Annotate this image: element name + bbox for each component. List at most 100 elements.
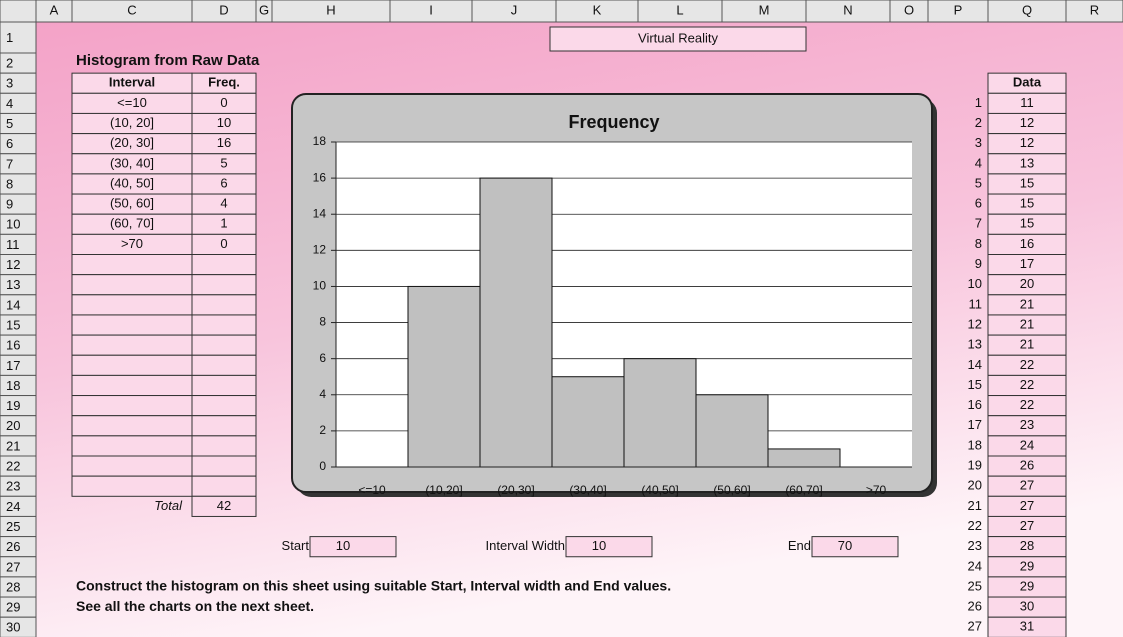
frequency-value: 0: [220, 95, 227, 110]
table-cell[interactable]: [191, 435, 257, 457]
control-input[interactable]: [811, 536, 899, 558]
data-value: 28: [1020, 538, 1034, 553]
control-input[interactable]: [309, 536, 397, 558]
table-cell[interactable]: [71, 314, 193, 336]
table-cell[interactable]: [191, 455, 257, 477]
data-value: 12: [1020, 115, 1034, 130]
interval-label: <=10: [117, 95, 147, 110]
interval-label: (20, 30]: [110, 135, 154, 150]
bar[interactable]: [767, 448, 841, 468]
frequency-value: 1: [220, 216, 227, 231]
data-cell[interactable]: [987, 616, 1067, 637]
data-value: 16: [1020, 236, 1034, 251]
table-cell[interactable]: [71, 395, 193, 417]
row-header-label: 25: [6, 519, 20, 534]
frequency-value: 4: [220, 196, 227, 211]
data-index: 16: [968, 397, 982, 412]
interval-label: (40, 50]: [110, 175, 154, 190]
control-input[interactable]: [565, 536, 653, 558]
data-value: 27: [1020, 498, 1034, 513]
table-cell[interactable]: [71, 354, 193, 376]
bar[interactable]: [623, 358, 697, 468]
data-value: 29: [1020, 558, 1034, 573]
data-index: 1: [975, 95, 982, 110]
row-header-label: 13: [6, 277, 20, 292]
interval-label: (60, 70]: [110, 216, 154, 231]
row-header-label: 6: [6, 136, 13, 151]
table-cell[interactable]: [191, 314, 257, 336]
data-value: 30: [1020, 599, 1034, 614]
data-value: 21: [1020, 296, 1034, 311]
control-label: End: [788, 538, 811, 553]
table-cell[interactable]: [71, 415, 193, 437]
bar[interactable]: [407, 285, 481, 468]
table-cell[interactable]: [71, 455, 193, 477]
row-header[interactable]: [0, 616, 37, 637]
table-cell[interactable]: [71, 374, 193, 397]
table-cell[interactable]: [191, 254, 257, 276]
row-header-label: 27: [6, 559, 20, 574]
row-header[interactable]: [0, 21, 37, 54]
table-cell[interactable]: [191, 274, 257, 296]
row-header-label: 22: [6, 459, 20, 474]
bar[interactable]: [695, 394, 769, 468]
frequency-value: 10: [217, 115, 231, 130]
y-tick-label: 0: [319, 459, 326, 473]
row-header-label: 26: [6, 539, 20, 554]
table-cell[interactable]: [191, 334, 257, 356]
column-header-label: A: [50, 2, 59, 17]
data-index: 3: [975, 135, 982, 150]
data-index: 10: [968, 276, 982, 291]
table-cell[interactable]: [71, 254, 193, 276]
table-cell[interactable]: [191, 395, 257, 417]
table-cell[interactable]: [71, 274, 193, 296]
table-cell[interactable]: [71, 294, 193, 316]
data-index: 9: [975, 256, 982, 271]
row-header-label: 1: [6, 30, 13, 45]
table-cell[interactable]: [71, 475, 193, 497]
data-value: 21: [1020, 337, 1034, 352]
y-tick-label: 8: [319, 315, 326, 329]
table-cell[interactable]: [191, 475, 257, 497]
data-value: 20: [1020, 276, 1034, 291]
y-tick-label: 6: [319, 351, 326, 365]
bar[interactable]: [551, 376, 625, 468]
data-index: 4: [975, 155, 982, 170]
total-cell[interactable]: [191, 495, 257, 517]
data-value: 22: [1020, 377, 1034, 392]
table-cell[interactable]: [191, 415, 257, 437]
row-header-label: 15: [6, 317, 20, 332]
row-header-label: 20: [6, 418, 20, 433]
data-value: 24: [1020, 437, 1034, 452]
data-index: 2: [975, 115, 982, 130]
y-tick-label: 4: [319, 387, 326, 401]
table-cell[interactable]: [191, 294, 257, 316]
data-index: 7: [975, 216, 982, 231]
data-value: 21: [1020, 316, 1034, 331]
data-index: 14: [968, 357, 982, 372]
data-value: 15: [1020, 216, 1034, 231]
data-index: 23: [968, 538, 982, 553]
x-tick-label: (30,40]: [569, 483, 606, 497]
table-cell[interactable]: [191, 354, 257, 376]
y-tick-label: 10: [313, 279, 327, 293]
bar[interactable]: [479, 177, 553, 468]
table-cell[interactable]: [71, 334, 193, 356]
data-value: 27: [1020, 478, 1034, 493]
table-cell[interactable]: [191, 374, 257, 397]
column-header-label: H: [326, 2, 335, 17]
data-header: Data: [1013, 75, 1042, 90]
data-value: 17: [1020, 256, 1034, 271]
column-header-label: P: [954, 2, 963, 17]
interval-label: (10, 20]: [110, 115, 154, 130]
total-label: Total: [154, 498, 183, 513]
table-cell[interactable]: [71, 435, 193, 457]
data-index: 12: [968, 316, 982, 331]
data-index: 11: [969, 296, 983, 311]
data-value: 29: [1020, 578, 1034, 593]
row-header-label: 10: [6, 217, 20, 232]
data-index: 13: [968, 337, 982, 352]
column-header[interactable]: [1065, 0, 1123, 23]
data-index: 18: [968, 437, 982, 452]
